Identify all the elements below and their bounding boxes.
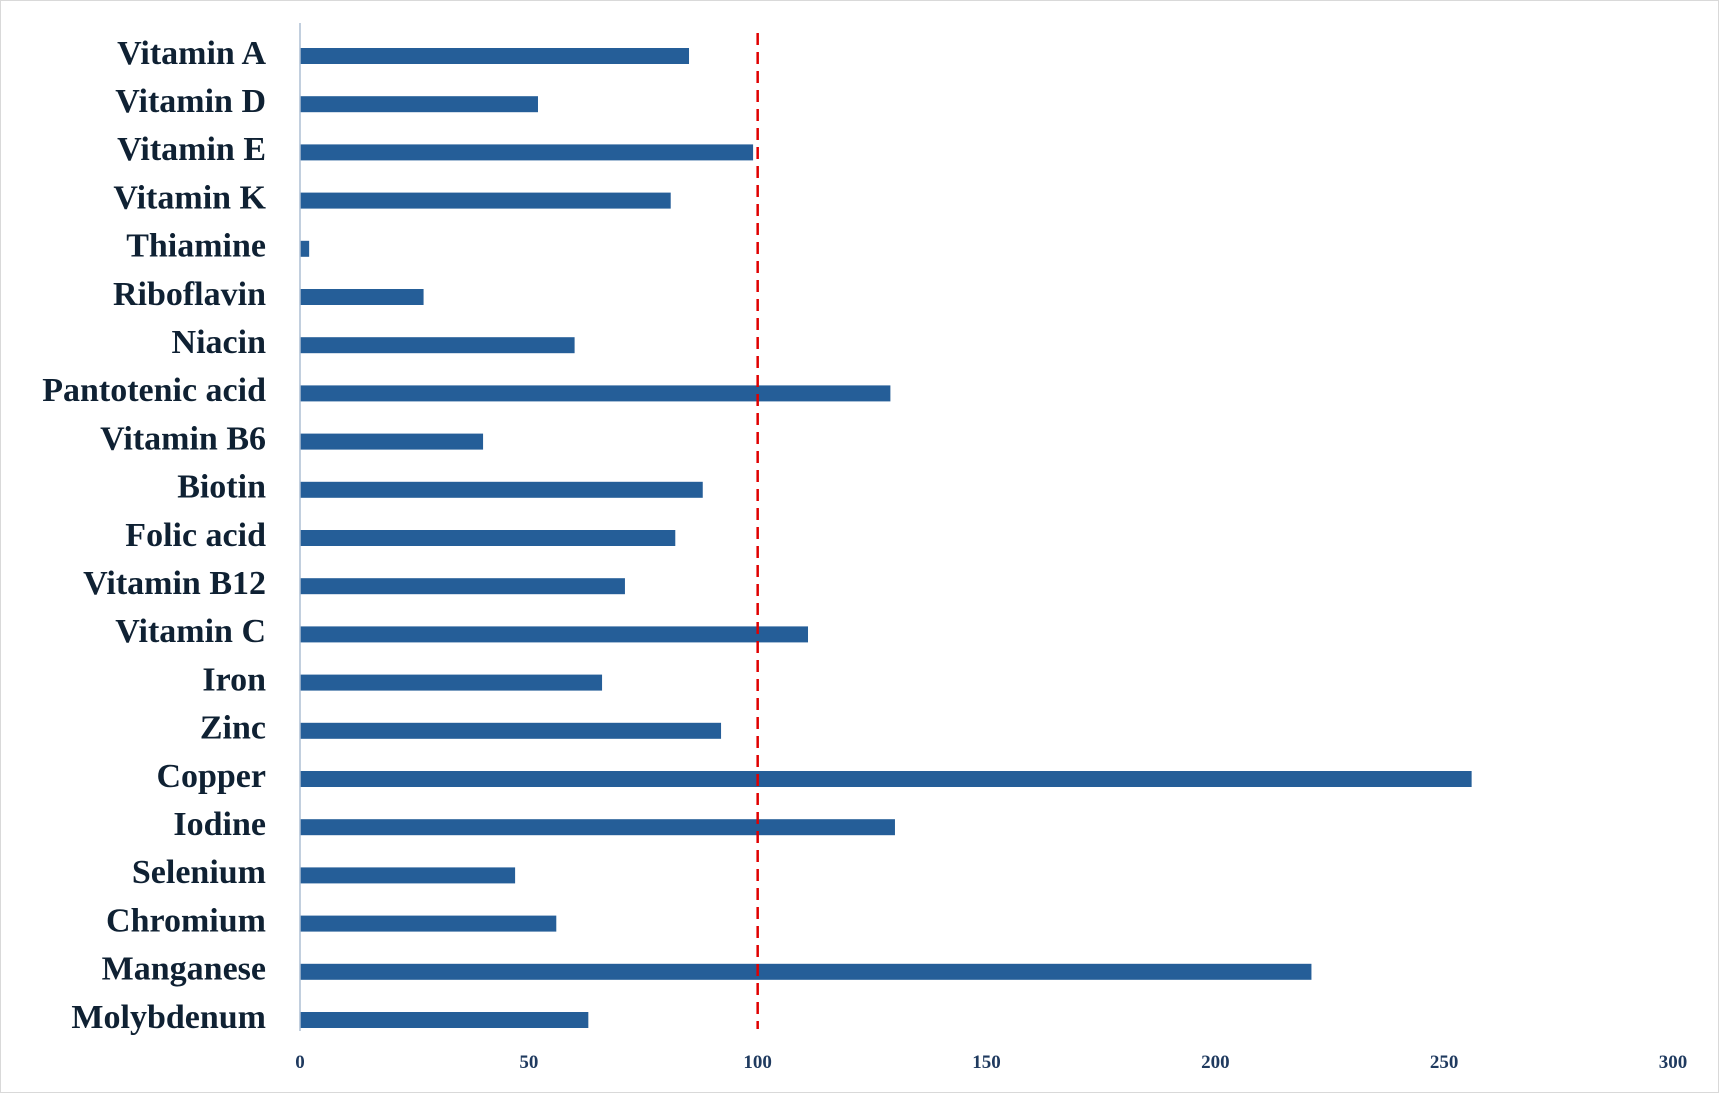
bar-vitamin-d [300,96,538,113]
category-label-thiamine: Thiamine [126,228,266,265]
category-label-vitamin-e: Vitamin E [117,131,266,168]
category-label-vitamin-d: Vitamin D [115,83,266,120]
bar-thiamine [300,240,310,257]
category-label-niacin: Niacin [172,324,267,361]
x-tick-label-250: 250 [1430,1052,1459,1073]
bar-manganese [300,963,1312,980]
x-tick-label-100: 100 [743,1052,772,1073]
category-label-vitamin-b6: Vitamin B6 [100,420,266,457]
bar-niacin [300,337,575,354]
bar-copper [300,771,1472,787]
bar-zinc [300,722,722,739]
category-labels: Vitamin A Vitamin D Vitamin E Vitamin K Thia… [42,35,266,1036]
category-label-molybdenum: Molybdenum [71,999,266,1036]
category-label-biotin: Biotin [177,469,266,506]
bar-vitamin-b6 [300,433,484,450]
bar-iron [300,674,603,691]
bars-layer [300,48,1472,1028]
x-tick-label-150: 150 [972,1052,1001,1073]
x-tick-label-50: 50 [519,1052,538,1073]
bar-molybdenum [300,1012,589,1028]
category-label-iodine: Iodine [173,806,266,843]
bar-vitamin-k [300,192,671,209]
bar-iodine [300,819,895,836]
category-label-folic-acid: Folic acid [125,517,266,554]
x-tick-labels: 0 50 100 150 200 250 300 [295,1052,1687,1073]
bar-folic-acid [300,530,676,546]
category-label-vitamin-k: Vitamin K [113,179,266,216]
category-label-copper: Copper [156,758,266,795]
x-tick-label-0: 0 [295,1052,305,1073]
category-label-chromium: Chromium [106,902,266,939]
bar-vitamin-b12 [300,578,625,595]
bar-vitamin-a [300,48,690,64]
category-label-iron: Iron [202,661,266,698]
bar-chromium [300,915,557,932]
category-label-manganese: Manganese [102,951,266,988]
bar-riboflavin [300,289,424,305]
bar-vitamin-c [300,626,809,643]
bar-pantotenic-acid [300,385,891,402]
bar-vitamin-e [300,144,754,161]
bar-selenium [300,867,516,884]
category-label-selenium: Selenium [132,854,266,891]
category-label-vitamin-c: Vitamin C [115,613,266,650]
category-label-vitamin-a: Vitamin A [117,35,266,72]
category-label-vitamin-b12: Vitamin B12 [83,565,266,602]
category-label-riboflavin: Riboflavin [113,276,266,313]
x-tick-label-300: 300 [1659,1052,1688,1073]
bar-biotin [300,481,703,498]
category-label-pantotenic-acid: Pantotenic acid [42,372,266,409]
x-tick-label-200: 200 [1201,1052,1230,1073]
category-label-zinc: Zinc [200,710,266,747]
